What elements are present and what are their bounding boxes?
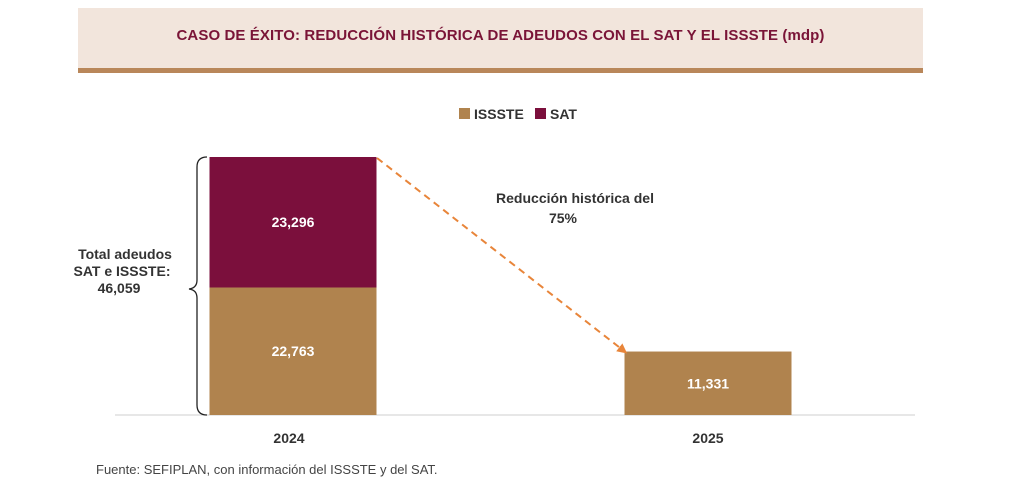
x-tick-label-2025: 2025 bbox=[692, 430, 723, 446]
reduction-arrow bbox=[376, 157, 628, 354]
data-label-2024-sat: 23,296 bbox=[272, 214, 315, 230]
total-annotation-value: 46,059 bbox=[98, 280, 141, 296]
source-footnote: Fuente: SEFIPLAN, con información del IS… bbox=[96, 462, 438, 477]
bar-2024-sat bbox=[209, 157, 377, 288]
x-tick-label-2024: 2024 bbox=[273, 430, 304, 446]
total-annotation-line-1: Total adeudos bbox=[78, 246, 172, 262]
reduction-annotation-line-1: Reducción histórica del bbox=[496, 190, 654, 206]
chart-title: CASO DE ÉXITO: REDUCCIÓN HISTÓRICA DE AD… bbox=[176, 27, 825, 44]
total-bracket bbox=[188, 156, 208, 416]
data-label-2024-issste: 22,763 bbox=[272, 343, 315, 359]
stacked-bar-chart: ISSSTE SAT 22,763 23,296 11,331 2024 202… bbox=[74, 106, 915, 446]
total-annotation-line-2: SAT e ISSSTE: bbox=[74, 263, 171, 279]
reduction-annotation-value: 75% bbox=[549, 210, 578, 226]
legend-swatch-issste bbox=[459, 108, 470, 119]
legend-label-sat: SAT bbox=[550, 106, 577, 122]
data-label-2025-issste: 11,331 bbox=[687, 375, 729, 391]
legend-swatch-sat bbox=[535, 108, 546, 119]
bar-2024-issste bbox=[209, 287, 377, 415]
title-banner: CASO DE ÉXITO: REDUCCIÓN HISTÓRICA DE AD… bbox=[78, 8, 923, 73]
legend-label-issste: ISSSTE bbox=[474, 106, 524, 122]
bar-2025-issste bbox=[624, 351, 792, 415]
